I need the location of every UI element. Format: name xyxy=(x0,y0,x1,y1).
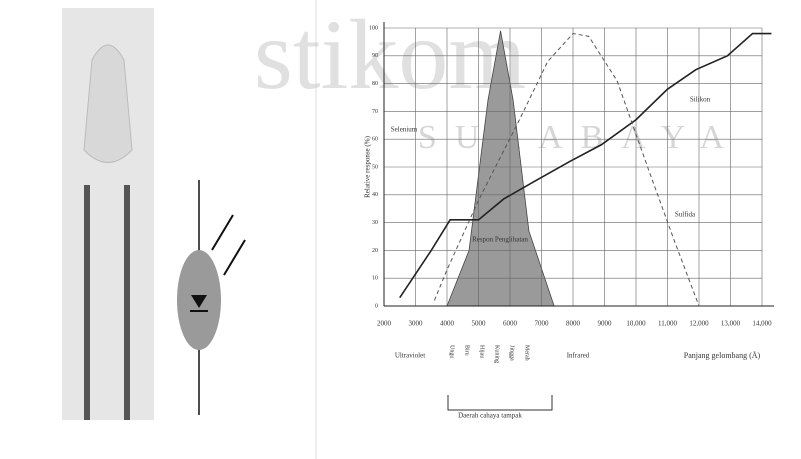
y-tick-label: 90 xyxy=(372,53,378,59)
x-tick-label: 7000 xyxy=(535,320,550,328)
light-arrow xyxy=(212,215,233,250)
series-label: Sulfida xyxy=(675,211,696,219)
x-tick-label: 8000 xyxy=(566,320,581,328)
x-tick-label: 6000 xyxy=(503,320,518,328)
lead xyxy=(84,185,90,420)
y-tick-label: 30 xyxy=(372,220,378,226)
series-label: Respon Penglihatan xyxy=(472,236,528,244)
lead xyxy=(124,185,130,420)
page: stikom SURABAYA Relative response (%) Pa… xyxy=(0,0,801,459)
x-tick-label: 5000 xyxy=(472,320,487,328)
y-tick-label: 10 xyxy=(372,276,378,282)
color-label: Kuning xyxy=(494,345,500,363)
x-tick-label: 2000 xyxy=(377,320,392,328)
watermark: stikom xyxy=(254,0,526,110)
y-tick-label: 70 xyxy=(372,109,378,115)
watermark: SURABAYA xyxy=(418,119,742,156)
bracket xyxy=(448,395,552,410)
annotation: Infrared xyxy=(567,352,590,360)
y-tick-label: 50 xyxy=(372,164,378,170)
color-label: Jingga xyxy=(509,345,515,361)
color-label: Biru xyxy=(464,345,470,356)
x-tick-label: 3000 xyxy=(409,320,424,328)
light-arrow xyxy=(224,240,245,275)
x-tick-label: 12,000 xyxy=(689,320,709,328)
color-label: Merah xyxy=(524,345,530,361)
y-tick-label: 40 xyxy=(372,192,378,198)
annotation: Daerah cahaya tampak xyxy=(458,412,522,420)
x-tick-label: 4000 xyxy=(440,320,455,328)
annotation: Selenium xyxy=(391,126,418,134)
y-tick-label: 60 xyxy=(372,137,378,143)
x-tick-label: 9000 xyxy=(598,320,613,328)
annotation: Ultraviolet xyxy=(395,352,425,360)
y-tick-label: 20 xyxy=(372,248,378,254)
y-tick-label: 80 xyxy=(372,81,378,87)
color-label: Ungu xyxy=(449,345,455,358)
x-tick-label: 11,000 xyxy=(658,320,677,328)
color-label: Hijau xyxy=(479,345,485,358)
y-tick-label: 100 xyxy=(369,25,378,31)
x-tick-label: 13,000 xyxy=(721,320,741,328)
figure: stikom SURABAYA Relative response (%) Pa… xyxy=(0,0,801,459)
x-axis-label: Panjang gelombang (Å) xyxy=(684,351,761,360)
x-tick-label: 10,000 xyxy=(626,320,646,328)
series-label: Silikon xyxy=(690,96,711,104)
x-tick-label: 14,000 xyxy=(752,320,772,328)
y-tick-label: 0 xyxy=(375,303,378,309)
y-axis-label: Relative response (%) xyxy=(364,135,372,197)
